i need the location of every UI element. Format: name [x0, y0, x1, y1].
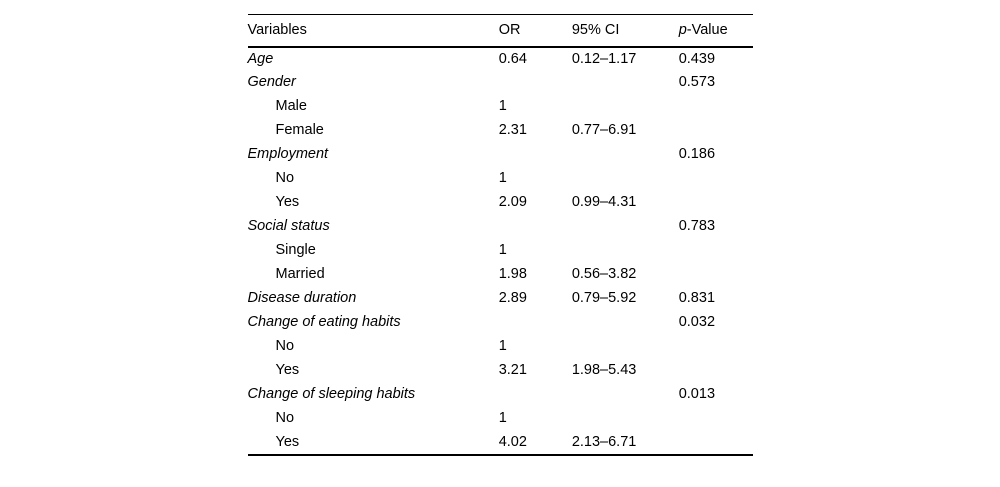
table-row: Yes 2.09 0.99–4.31 — [248, 191, 753, 215]
cell-or: 1 — [498, 170, 507, 187]
header-or: OR — [498, 22, 521, 38]
table-row: Age 0.64 0.12–1.17 0.439 — [248, 47, 753, 71]
table-row: Yes 4.02 2.13–6.71 — [248, 431, 753, 455]
cell-or — [499, 143, 572, 167]
cell-variable: Female — [275, 122, 324, 139]
table-row: No 1 — [248, 167, 753, 191]
table-row: Yes 3.21 1.98–5.43 — [248, 359, 753, 383]
cell-or — [499, 71, 572, 95]
cell-ci — [572, 167, 679, 191]
table-row: No 1 — [248, 407, 753, 431]
document-page: Variables OR 95% CI p-Value Age 0.64 0.1… — [0, 14, 1000, 456]
cell-p-value: 0.439 — [678, 50, 716, 67]
cell-ci — [572, 215, 679, 239]
cell-or: 2.09 — [498, 194, 527, 211]
table-row: Change of sleeping habits 0.013 — [248, 383, 753, 407]
cell-variable: Married — [275, 266, 325, 283]
cell-ci: 0.12–1.17 — [571, 50, 637, 67]
cell-p-value — [679, 191, 753, 215]
cell-variable: Social status — [247, 218, 330, 235]
table-header: Variables OR 95% CI p-Value — [247, 15, 753, 47]
table-row: Married 1.98 0.56–3.82 — [248, 263, 753, 287]
cell-p-value — [679, 119, 753, 143]
cell-ci — [572, 407, 679, 431]
header-p-value-italic-part: p — [678, 22, 687, 38]
cell-variable: Yes — [275, 433, 300, 450]
cell-variable: Yes — [275, 362, 300, 379]
cell-p-value: 0.013 — [678, 386, 716, 403]
header-p-value: p-Value — [679, 15, 753, 47]
cell-p-value: 0.573 — [678, 74, 716, 91]
cell-or: 3.21 — [498, 362, 527, 379]
table-row: Disease duration 2.89 0.79–5.92 0.831 — [248, 287, 753, 311]
cell-ci: 2.13–6.71 — [571, 433, 637, 450]
table-row: Gender 0.573 — [248, 71, 753, 95]
cell-variable: Yes — [275, 194, 300, 211]
table-row: No 1 — [248, 335, 753, 359]
cell-p-value — [679, 407, 753, 431]
table-row: Social status 0.783 — [248, 215, 753, 239]
cell-p-value — [679, 95, 753, 119]
cell-variable: Disease duration — [247, 290, 357, 307]
cell-p-value — [679, 359, 753, 383]
regression-results-table: Variables OR 95% CI p-Value Age 0.64 0.1… — [247, 14, 753, 456]
cell-ci — [572, 71, 679, 95]
cell-or — [499, 311, 572, 335]
cell-p-value — [679, 335, 753, 359]
header-row: Variables OR 95% CI p-Value — [247, 15, 753, 47]
cell-p-value — [679, 167, 753, 191]
cell-ci — [572, 335, 679, 359]
table-body: Age 0.64 0.12–1.17 0.439 Gender 0.573 Ma… — [248, 47, 753, 455]
header-p-value-rest-part: -Value — [686, 22, 728, 38]
cell-variable: No — [275, 170, 295, 187]
cell-variable: No — [275, 338, 295, 355]
cell-p-value — [679, 239, 753, 263]
cell-variable: Change of eating habits — [247, 314, 401, 331]
cell-p-value — [679, 263, 753, 287]
cell-p-value: 0.186 — [678, 146, 716, 163]
cell-variable: Employment — [247, 146, 329, 163]
cell-variable: Gender — [247, 74, 296, 91]
cell-variable: Change of sleeping habits — [247, 386, 416, 403]
cell-ci: 0.56–3.82 — [571, 266, 637, 283]
table-row: Female 2.31 0.77–6.91 — [248, 119, 753, 143]
cell-variable: No — [275, 410, 295, 427]
cell-or: 1 — [498, 242, 507, 259]
cell-p-value: 0.831 — [678, 290, 716, 307]
cell-or: 1 — [498, 410, 507, 427]
cell-or: 2.31 — [498, 122, 527, 139]
cell-or: 1 — [498, 338, 507, 355]
cell-or — [499, 383, 572, 407]
cell-p-value: 0.032 — [678, 314, 716, 331]
header-ci: 95% CI — [571, 22, 620, 38]
cell-or: 1 — [498, 98, 507, 115]
cell-variable: Male — [275, 98, 307, 115]
table-row: Employment 0.186 — [248, 143, 753, 167]
cell-or: 4.02 — [498, 433, 527, 450]
cell-variable: Single — [275, 242, 316, 259]
table-row: Male 1 — [248, 95, 753, 119]
cell-ci — [572, 143, 679, 167]
cell-ci: 0.99–4.31 — [571, 194, 637, 211]
cell-or — [499, 215, 572, 239]
cell-ci — [572, 311, 679, 335]
cell-variable: Age — [247, 50, 274, 67]
cell-ci — [572, 239, 679, 263]
cell-p-value: 0.783 — [678, 218, 716, 235]
cell-ci: 0.77–6.91 — [571, 122, 637, 139]
cell-p-value — [679, 431, 753, 455]
table-row: Change of eating habits 0.032 — [248, 311, 753, 335]
table-row: Single 1 — [248, 239, 753, 263]
cell-or: 1.98 — [498, 266, 527, 283]
cell-ci — [572, 95, 679, 119]
cell-ci: 1.98–5.43 — [571, 362, 637, 379]
cell-ci: 0.79–5.92 — [571, 290, 637, 307]
cell-or: 2.89 — [498, 290, 527, 307]
cell-or: 0.64 — [498, 50, 527, 67]
header-variables: Variables — [247, 22, 307, 38]
cell-ci — [572, 383, 679, 407]
